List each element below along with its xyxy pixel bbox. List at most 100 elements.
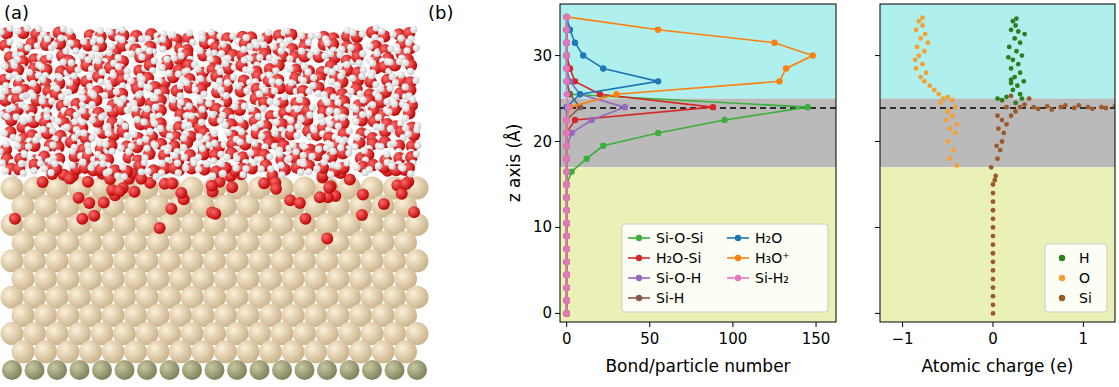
water-hydrogen (230, 73, 237, 80)
water-hydrogen (134, 116, 141, 123)
water-hydrogen (144, 168, 151, 175)
water-hydrogen (159, 45, 166, 52)
water-hydrogen (80, 38, 87, 45)
marker (563, 156, 569, 162)
water-hydrogen (130, 130, 137, 137)
water-hydrogen (19, 93, 26, 100)
water-hydrogen (286, 37, 293, 44)
marker (563, 27, 569, 33)
water-hydrogen (240, 46, 247, 53)
chart-0: 0501001500102030Bond/particle numberz ax… (503, 4, 836, 376)
marker (783, 65, 789, 71)
water-hydrogen (99, 160, 106, 167)
water-hydrogen (385, 108, 392, 115)
water-hydrogen (9, 104, 16, 111)
marker (563, 14, 569, 20)
water-hydrogen (205, 100, 212, 107)
water-hydrogen (177, 82, 184, 89)
silicon-atom (259, 340, 282, 363)
point (938, 100, 943, 105)
water-hydrogen (143, 105, 150, 112)
point (991, 208, 996, 213)
legend-marker (1059, 255, 1065, 261)
water-hydrogen (218, 160, 225, 167)
water-hydrogen (50, 41, 57, 48)
water-hydrogen (324, 39, 331, 46)
marker (563, 310, 569, 316)
point (989, 165, 994, 170)
water-hydrogen (121, 173, 128, 180)
water-hydrogen (14, 135, 21, 142)
point (1018, 92, 1023, 97)
water-hydrogen (250, 159, 257, 166)
point (1031, 105, 1036, 110)
marker (563, 246, 569, 252)
water-hydrogen (203, 160, 210, 167)
water-hydrogen (20, 150, 27, 157)
point (1027, 96, 1032, 101)
marker (563, 310, 569, 316)
water-hydrogen (195, 166, 202, 173)
marker (563, 220, 569, 226)
water-hydrogen (310, 126, 317, 133)
marker (563, 27, 569, 33)
marker (580, 52, 586, 58)
water-hydrogen (219, 170, 226, 177)
point (1004, 122, 1009, 127)
marker (563, 52, 569, 58)
water-hydrogen (63, 99, 70, 106)
marker (563, 259, 569, 265)
point (945, 94, 950, 99)
marker (563, 259, 569, 265)
water-hydrogen (267, 165, 274, 172)
marker (563, 259, 569, 265)
point (941, 96, 946, 101)
y-tick (555, 313, 560, 314)
marker (572, 117, 578, 123)
marker (563, 310, 569, 316)
point (922, 49, 927, 54)
legend-label: Si-H₂ (755, 270, 789, 286)
marker (563, 297, 569, 303)
x-tick-label: 100 (719, 330, 748, 348)
marker (563, 65, 569, 71)
marker (563, 272, 569, 278)
water-hydrogen (151, 142, 158, 149)
water-hydrogen (51, 160, 58, 167)
water-hydrogen (315, 146, 322, 153)
water-hydrogen (143, 145, 150, 152)
y-tick (875, 55, 880, 56)
point (1000, 118, 1005, 123)
marker (563, 143, 569, 149)
water-hydrogen (293, 132, 300, 139)
water-hydrogen (360, 67, 367, 74)
point (922, 79, 927, 84)
marker (563, 207, 569, 213)
water-hydrogen (35, 25, 42, 32)
water-hydrogen (347, 44, 354, 51)
water-hydrogen (211, 140, 218, 147)
water-hydrogen (217, 68, 224, 75)
oxygen-atom (114, 185, 126, 197)
water-hydrogen (117, 144, 124, 151)
marker (563, 52, 569, 58)
marker (563, 117, 569, 123)
point (916, 19, 921, 24)
water-hydrogen (231, 103, 238, 110)
oxygen-atom (166, 177, 178, 189)
silicon-atom (237, 340, 260, 363)
legend-label: O (1079, 270, 1090, 286)
water-hydrogen (15, 86, 22, 93)
water-hydrogen (404, 130, 411, 137)
water-hydrogen (208, 28, 215, 35)
point (1009, 27, 1014, 32)
water-hydrogen (175, 169, 182, 176)
water-hydrogen (119, 26, 126, 33)
water-hydrogen (314, 32, 321, 39)
water-hydrogen (277, 162, 284, 169)
marker (563, 284, 569, 290)
point (1022, 102, 1027, 107)
series-line (567, 17, 569, 314)
marker (563, 310, 569, 316)
water-hydrogen (105, 130, 112, 137)
